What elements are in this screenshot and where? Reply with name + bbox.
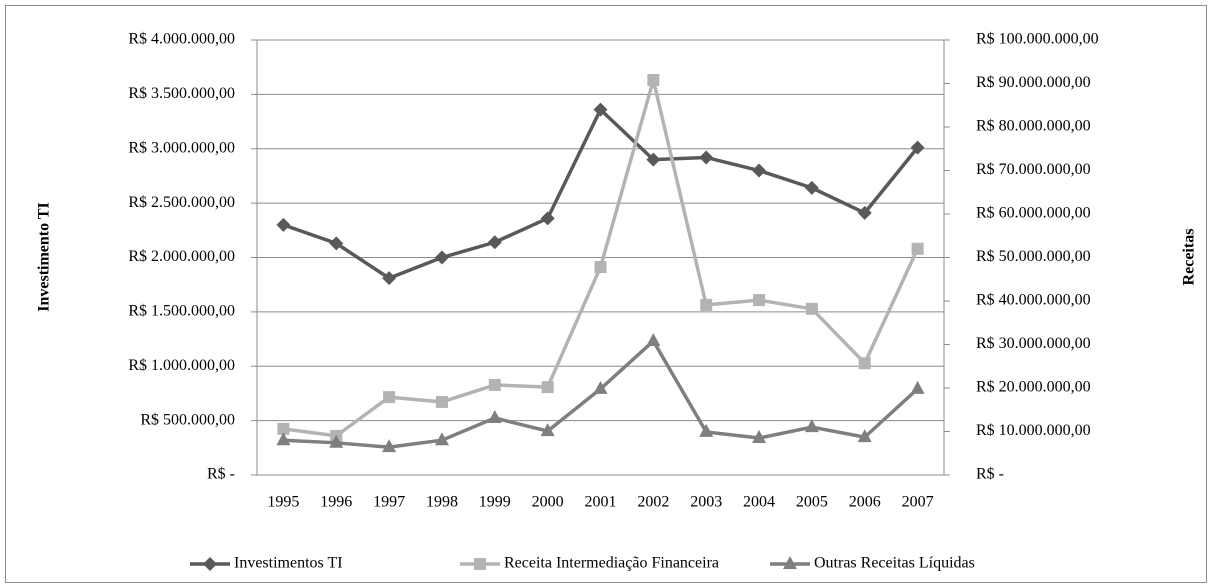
data-point <box>594 261 607 274</box>
y2-tick-label: R$ 40.000.000,00 <box>976 292 1091 309</box>
data-point <box>753 294 766 307</box>
legend-label: Receita Intermediação Financeira <box>504 555 719 572</box>
y2-axis-title: Receitas <box>1181 229 1198 286</box>
data-point <box>382 271 397 286</box>
legend-marker <box>783 556 797 569</box>
x-tick-label: 1999 <box>479 494 511 511</box>
y2-tick-label: R$ 70.000.000,00 <box>976 161 1091 178</box>
data-point <box>910 380 925 394</box>
data-point <box>805 302 818 315</box>
data-point <box>857 429 872 443</box>
x-tick-label: 1998 <box>426 494 458 511</box>
legend-marker <box>203 557 217 571</box>
y2-tick-label: R$ - <box>976 466 1004 483</box>
data-point <box>541 381 554 394</box>
x-tick-label: 2001 <box>585 494 617 511</box>
data-point <box>752 430 767 444</box>
data-point <box>752 163 767 178</box>
data-point <box>329 236 344 251</box>
x-tick-label: 2002 <box>637 494 669 511</box>
y-tick-label: R$ 500.000,00 <box>140 411 235 428</box>
x-tick-label: 2000 <box>532 494 564 511</box>
data-point <box>382 439 397 453</box>
legend-marker <box>474 558 486 570</box>
y-tick-label: R$ 1.500.000,00 <box>128 303 235 320</box>
x-tick-label: 2003 <box>690 494 722 511</box>
data-point <box>435 395 448 408</box>
y2-tick-label: R$ 90.000.000,00 <box>976 74 1091 91</box>
y2-tick-label: R$ 10.000.000,00 <box>976 422 1091 439</box>
data-point <box>646 152 661 167</box>
y-tick-label: R$ 2.500.000,00 <box>128 194 235 211</box>
data-point <box>911 242 924 255</box>
y2-tick-label: R$ 100.000.000,00 <box>976 31 1099 48</box>
x-tick-label: 1996 <box>320 494 352 511</box>
data-point <box>699 423 714 437</box>
y-tick-label: R$ 3.000.000,00 <box>128 139 235 156</box>
y2-tick-label: R$ 60.000.000,00 <box>976 205 1091 222</box>
data-point <box>700 298 713 311</box>
y-tick-label: R$ 1.000.000,00 <box>128 357 235 374</box>
data-point <box>488 378 501 391</box>
y-tick-label: R$ - <box>207 466 235 483</box>
y2-tick-label: R$ 80.000.000,00 <box>976 118 1091 135</box>
data-point <box>540 211 555 226</box>
data-point <box>699 150 714 165</box>
x-tick-label: 2007 <box>902 494 934 511</box>
data-point <box>593 102 608 117</box>
x-tick-label: 1997 <box>373 494 405 511</box>
data-point <box>804 419 819 433</box>
y2-tick-label: R$ 30.000.000,00 <box>976 335 1091 352</box>
y-tick-label: R$ 3.500.000,00 <box>128 85 235 102</box>
data-point <box>277 422 290 435</box>
data-point <box>329 434 344 448</box>
x-tick-label: 2006 <box>849 494 881 511</box>
data-point <box>487 410 502 424</box>
y2-tick-label: R$ 50.000.000,00 <box>976 248 1091 265</box>
data-point <box>858 357 871 370</box>
data-point <box>434 432 449 446</box>
data-point <box>276 217 291 232</box>
y-tick-label: R$ 2.000.000,00 <box>128 248 235 265</box>
data-point <box>487 235 502 250</box>
y-tick-label: R$ 4.000.000,00 <box>128 31 235 48</box>
data-point <box>857 205 872 220</box>
x-tick-label: 2004 <box>743 494 775 511</box>
data-point <box>910 140 925 155</box>
data-point <box>593 380 608 394</box>
y2-tick-label: R$ 20.000.000,00 <box>976 379 1091 396</box>
data-point <box>646 333 661 347</box>
data-point <box>434 250 449 265</box>
legend-label: Outras Receitas Líquidas <box>814 555 975 572</box>
chart-frame <box>5 5 1207 583</box>
data-point <box>276 432 291 446</box>
data-point <box>804 180 819 195</box>
x-tick-label: 2005 <box>796 494 828 511</box>
data-point <box>647 74 660 87</box>
data-point <box>383 391 396 404</box>
data-point <box>540 423 555 437</box>
legend-label: Investimentos TI <box>234 555 343 572</box>
y-axis-title: Investimento TI <box>36 202 53 312</box>
x-tick-label: 1995 <box>267 494 299 511</box>
